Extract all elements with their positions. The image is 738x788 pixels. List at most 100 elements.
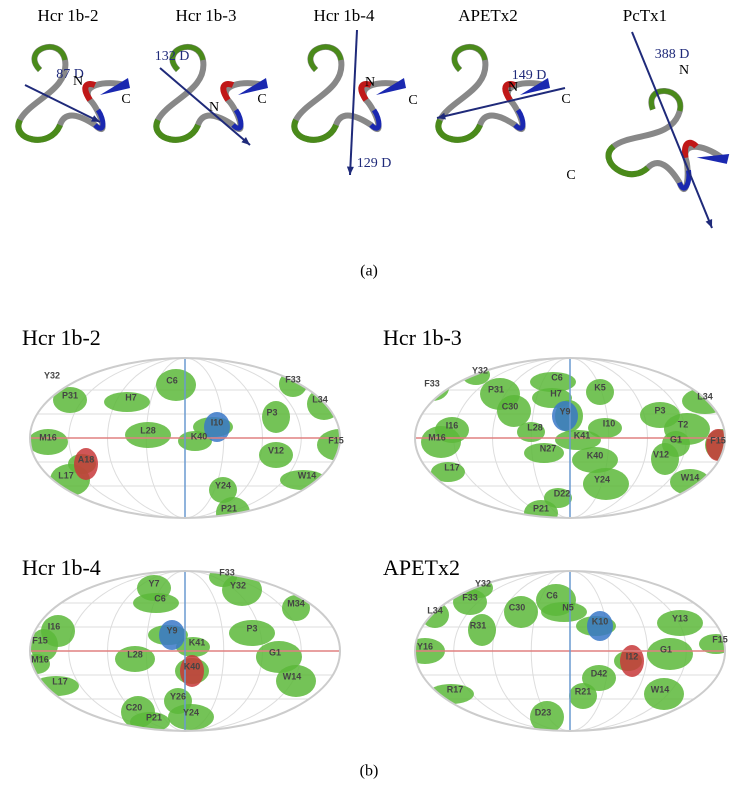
ribbon-red: [82, 80, 97, 102]
residue-label: V12: [653, 449, 669, 459]
ribbon: [15, 43, 130, 143]
arrow-head: [437, 112, 446, 120]
residue-label: R17: [447, 684, 464, 694]
structure-title: Hcr 1b-3: [176, 6, 237, 25]
residue-label: A18: [78, 454, 95, 464]
surface-patch: [282, 595, 310, 621]
negative-patch: [74, 448, 98, 480]
surface-patch: [569, 683, 597, 709]
positive-patch: [204, 412, 230, 442]
residue-label: G1: [670, 434, 682, 444]
n-terminus: N: [73, 74, 83, 89]
residue-label: F15: [712, 634, 728, 644]
ribbon-green: [32, 44, 68, 72]
ribbon-red: [681, 139, 699, 159]
residue-label: M16: [31, 654, 49, 664]
residue-label: M16: [39, 432, 57, 442]
n-terminus: N: [508, 80, 518, 95]
surface-patch: [572, 447, 618, 473]
arrow-head: [91, 115, 100, 122]
surface-patch: [115, 646, 155, 672]
residue-label: K41: [574, 430, 591, 440]
n-terminus: N: [679, 63, 689, 78]
surface-patch: [583, 468, 629, 500]
ribbon-green: [308, 44, 344, 72]
dipole-label: 149 D: [512, 68, 547, 83]
residue-label: D22: [554, 488, 571, 498]
map-outline: [29, 570, 341, 732]
map-title: Hcr 1b-2: [22, 325, 101, 350]
residue-label: Y9: [559, 406, 570, 416]
map: [415, 571, 725, 731]
residue-label: Y9: [166, 625, 177, 635]
residue-label: P3: [246, 623, 257, 633]
residue-label: Y16: [417, 641, 433, 651]
surface-patch: [541, 602, 587, 622]
ribbon: [153, 43, 268, 143]
c-terminus: C: [561, 92, 570, 107]
ribbon-blue: [238, 78, 268, 95]
residue-label: C30: [509, 602, 526, 612]
surface-patch: [222, 574, 262, 606]
residue-label: M16: [428, 432, 446, 442]
surface-patch: [651, 443, 679, 475]
map: [30, 358, 340, 518]
residue-label: H7: [125, 392, 137, 402]
ribbon-red: [502, 80, 517, 102]
structure-title: APETx2: [458, 6, 518, 25]
residue-label: L17: [444, 462, 460, 472]
ribbon-green: [452, 44, 488, 72]
surface-patch: [582, 665, 616, 691]
residue-label: K41: [189, 637, 206, 647]
surface-patch: [530, 701, 564, 731]
map: [30, 571, 340, 731]
c-terminus: C: [566, 168, 575, 183]
residue-label: I16: [446, 420, 459, 430]
residue-label: I12: [626, 651, 639, 661]
residue-label: W14: [681, 472, 700, 482]
surface-patch: [30, 429, 68, 455]
surface-patch: [647, 638, 693, 670]
surface-patch: [317, 429, 340, 461]
surface-patch: [588, 418, 622, 438]
surface-patch: [524, 443, 564, 463]
residue-label: K5: [594, 382, 606, 392]
residue-label: I10: [211, 417, 224, 427]
residue-label: L28: [140, 425, 156, 435]
residue-label: F33: [219, 567, 235, 577]
surface-patch: [178, 431, 212, 451]
residue-label: P31: [62, 390, 78, 400]
residue-label: K40: [191, 431, 208, 441]
residue-label: R31: [470, 620, 487, 630]
residue-label: C20: [126, 702, 143, 712]
residue-label: Y13: [672, 613, 688, 623]
negative-patch: [180, 655, 204, 687]
residue-label: N27: [540, 443, 557, 453]
positive-patch: [552, 401, 578, 431]
residue-label: G1: [660, 644, 672, 654]
dipole-label: 87 D: [56, 67, 84, 82]
ribbon-blue: [520, 78, 550, 95]
map-outline: [414, 357, 726, 519]
residue-label: Y26: [170, 691, 186, 701]
residue-label: W14: [298, 470, 317, 480]
surface-patch: [229, 620, 275, 646]
ribbon-red: [358, 80, 373, 102]
dipole-label: 132 D: [155, 49, 190, 64]
residue-label: F33: [462, 592, 478, 602]
c-terminus: C: [121, 92, 130, 107]
surface-patch: [30, 629, 58, 661]
ribbon-red: [220, 80, 235, 102]
ribbon-blue: [100, 78, 130, 95]
surface-patch: [530, 372, 576, 392]
ribbon-blue: [376, 78, 406, 95]
residue-label: P21: [533, 503, 549, 513]
surface-patch: [168, 704, 214, 730]
map: [415, 358, 725, 518]
residue-label: G1: [269, 647, 281, 657]
map-outline: [414, 570, 726, 732]
residue-label: Y24: [594, 474, 610, 484]
residue-label: M34: [287, 598, 305, 608]
map-title: Hcr 1b-3: [383, 325, 462, 350]
surface-patch: [276, 665, 316, 697]
